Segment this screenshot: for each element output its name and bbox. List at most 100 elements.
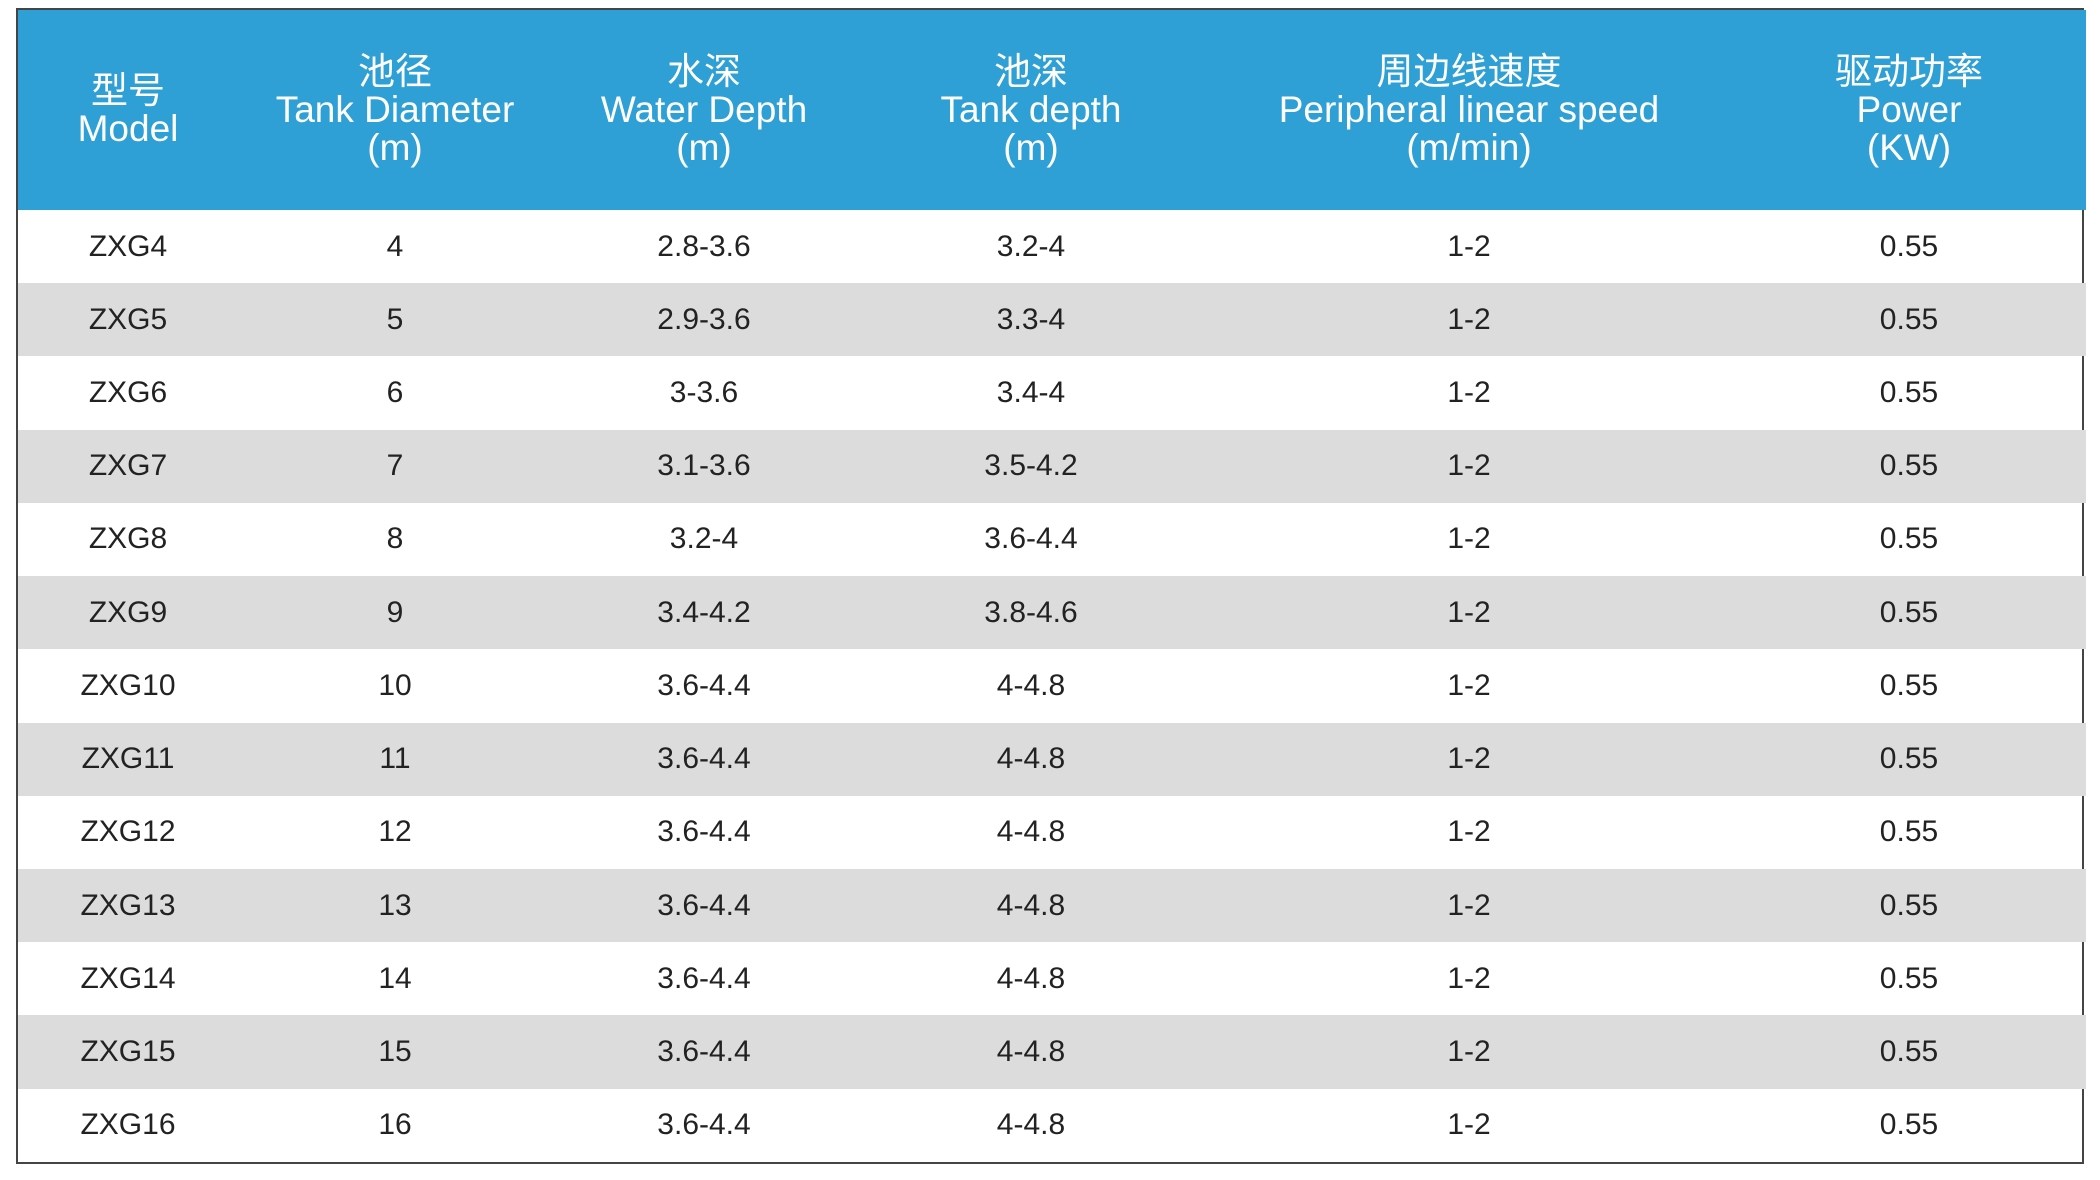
table-cell: 0.55	[1879, 1108, 1939, 1142]
header-line: (m)	[1003, 127, 1059, 168]
table-cell: 1-2	[1447, 449, 1491, 483]
table-cell: 0.55	[1879, 376, 1939, 410]
header-line: 周边线速度	[1376, 51, 1562, 92]
table-cell: 10	[378, 668, 412, 702]
table-header: 型号 Model 池径 Tank Diameter (m) 水深 Water Depth (m…	[18, 10, 2086, 210]
header-cell: 周边线速度 Peripheral linear speed (m/min)	[1206, 10, 1732, 210]
table-cell: ZXG16	[80, 1108, 176, 1142]
table-cell: ZXG14	[80, 961, 176, 995]
table-cell: ZXG8	[88, 522, 168, 556]
header-line: Tank Diameter	[275, 89, 515, 130]
table-body: ZXG4 4 2.8-3.6 3.2-4 1-2 0.55 ZXG5 5 2.9-3.6 3.3-…	[18, 210, 2086, 1162]
table-cell: 4-4.8	[996, 961, 1066, 995]
table-cell: 1-2	[1447, 815, 1491, 849]
table-cell: 0.55	[1879, 961, 1939, 995]
table-row: ZXG15 15 3.6-4.4 4-4.8 1-2 0.55	[18, 1015, 2086, 1089]
table-cell: ZXG7	[88, 449, 168, 483]
table-cell: 1-2	[1447, 595, 1491, 629]
table-cell: 15	[378, 1035, 412, 1069]
table-row: ZXG10 10 3.6-4.4 4-4.8 1-2 0.55	[18, 649, 2086, 722]
table-cell: 1-2	[1447, 1108, 1491, 1142]
header-cell: 池深 Tank depth (m)	[856, 10, 1206, 210]
header-line: 驱动功率	[1835, 51, 1983, 92]
table-cell: 0.55	[1879, 302, 1939, 336]
table-row: ZXG7 7 3.1-3.6 3.5-4.2 1-2 0.55	[18, 429, 2086, 503]
header-cell: 水深 Water Depth (m)	[552, 10, 856, 210]
table-cell: 13	[378, 888, 412, 922]
table-cell: 0.55	[1879, 1035, 1939, 1069]
table-cell: 0.55	[1879, 449, 1939, 483]
table-cell: 1-2	[1447, 961, 1491, 995]
table-cell: 16	[378, 1108, 412, 1142]
table-row: ZXG9 9 3.4-4.2 3.8-4.6 1-2 0.55	[18, 576, 2086, 650]
table-cell: 3.4-4.2	[657, 595, 751, 629]
table-cell: 0.55	[1879, 815, 1939, 849]
table-cell: 3.5-4.2	[984, 449, 1078, 483]
header-line: Water Depth	[600, 89, 808, 130]
spec-table-frame: 型号 Model 池径 Tank Diameter (m) 水深 Water Depth (m…	[16, 8, 2086, 1164]
table-cell: ZXG11	[81, 742, 175, 776]
table-cell: 1-2	[1447, 1035, 1491, 1069]
header-line: 池深	[994, 51, 1068, 92]
table-row: ZXG5 5 2.9-3.6 3.3-4 1-2 0.55	[18, 283, 2086, 357]
header-line: Power	[1856, 89, 1962, 130]
table-cell: 11	[379, 742, 411, 776]
table-cell: 3.6-4.4	[657, 742, 751, 776]
table-cell: 0.55	[1879, 229, 1939, 263]
table-cell: 1-2	[1447, 302, 1491, 336]
table-row: ZXG16 16 3.6-4.4 4-4.8 1-2 0.55	[18, 1089, 2086, 1162]
table-cell: 1-2	[1447, 668, 1491, 702]
table-cell: 3.3-4	[996, 302, 1066, 336]
table-cell: 3.2-4	[996, 229, 1066, 263]
table-cell: ZXG4	[88, 229, 168, 263]
header-line: Tank depth	[940, 89, 1122, 130]
table-cell: 4	[386, 229, 404, 263]
table-cell: ZXG15	[80, 1035, 176, 1069]
header-line: Peripheral linear speed	[1278, 89, 1660, 130]
table-cell: 4-4.8	[996, 888, 1066, 922]
header-row: 型号 Model 池径 Tank Diameter (m) 水深 Water Depth (m…	[18, 10, 2086, 210]
header-cell: 驱动功率 Power (KW)	[1732, 10, 2086, 210]
table-cell: ZXG6	[88, 376, 168, 410]
table-cell: 4-4.8	[996, 1035, 1066, 1069]
table-cell: 0.55	[1879, 742, 1939, 776]
table-cell: 1-2	[1447, 522, 1491, 556]
table-cell: ZXG10	[80, 668, 176, 702]
table-cell: 7	[386, 449, 404, 483]
table-cell: 1-2	[1447, 888, 1491, 922]
table-row: ZXG12 12 3.6-4.4 4-4.8 1-2 0.55	[18, 796, 2086, 869]
table-row: ZXG13 13 3.6-4.4 4-4.8 1-2 0.55	[18, 868, 2086, 943]
table-cell: 1-2	[1447, 742, 1491, 776]
table-cell: 3.1-3.6	[657, 449, 751, 483]
table-cell: 8	[386, 522, 404, 556]
header-line: 型号	[91, 70, 165, 111]
header-cell: 型号 Model	[18, 10, 238, 210]
table-cell: 2.8-3.6	[657, 229, 751, 263]
table-row: ZXG4 4 2.8-3.6 3.2-4 1-2 0.55	[18, 210, 2086, 283]
table-cell: ZXG13	[80, 888, 176, 922]
header-line: (KW)	[1866, 127, 1952, 168]
table-cell: 1-2	[1447, 376, 1491, 410]
table-cell: 3-3.6	[669, 376, 739, 410]
table-cell: 12	[378, 815, 412, 849]
header-line: 池径	[358, 51, 432, 92]
table-cell: 0.55	[1879, 522, 1939, 556]
table-cell: 1-2	[1447, 229, 1491, 263]
spec-table: 型号 Model 池径 Tank Diameter (m) 水深 Water Depth (m…	[18, 10, 2086, 1162]
table-cell: 3.2-4	[669, 522, 739, 556]
table-cell: 2.9-3.6	[657, 302, 751, 336]
table-row: ZXG11 11 3.6-4.4 4-4.8 1-2 0.55	[18, 722, 2086, 796]
table-cell: 3.6-4.4	[657, 888, 751, 922]
header-cell: 池径 Tank Diameter (m)	[238, 10, 552, 210]
table-cell: 3.8-4.6	[984, 595, 1078, 629]
table-row: ZXG6 6 3-3.6 3.4-4 1-2 0.55	[18, 356, 2086, 429]
header-line: (m/min)	[1406, 127, 1532, 168]
table-cell: 4-4.8	[996, 815, 1066, 849]
table-cell: 9	[386, 595, 404, 629]
table-cell: 3.6-4.4	[657, 668, 751, 702]
table-cell: 6	[386, 376, 404, 410]
table-cell: 4-4.8	[996, 742, 1066, 776]
table-cell: 3.6-4.4	[657, 1108, 751, 1142]
table-cell: 0.55	[1879, 888, 1939, 922]
